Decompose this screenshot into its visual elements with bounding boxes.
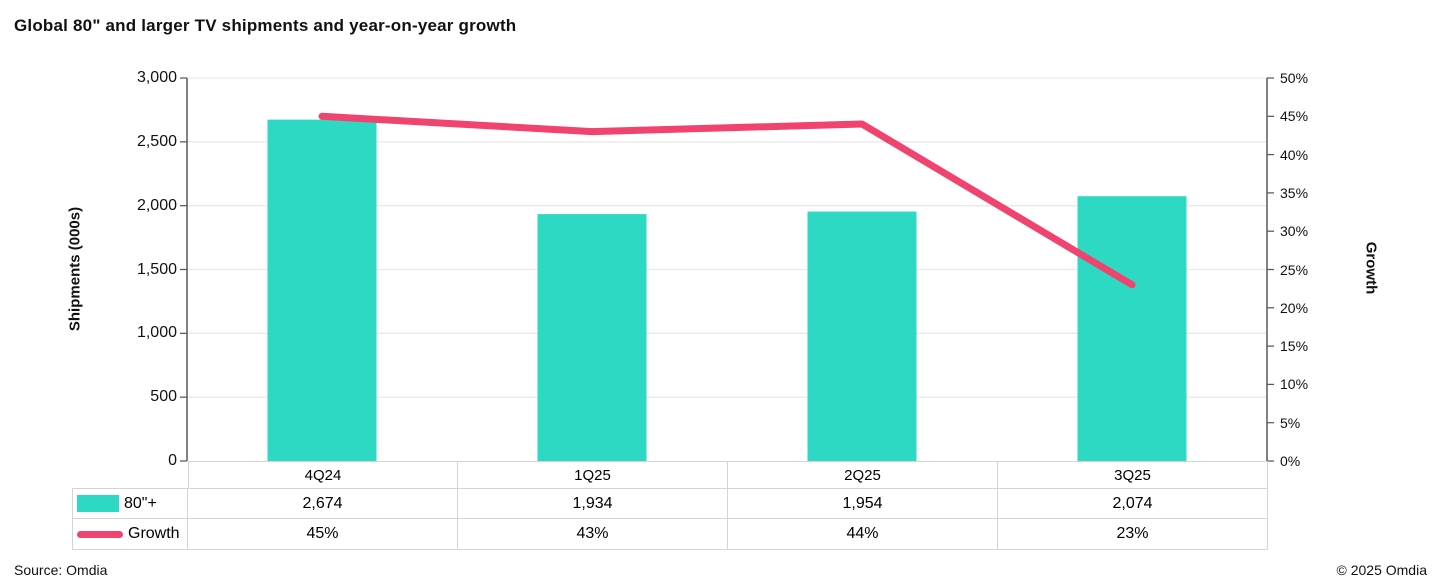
right-axis-tick-label: 30% — [1280, 223, 1309, 240]
legend-label: 80"+ — [124, 494, 157, 512]
chart-title: Global 80" and larger TV shipments and y… — [14, 16, 517, 35]
table-value-cell: 43% — [458, 519, 728, 550]
right-axis-tick-label: 15% — [1280, 338, 1309, 355]
table-header-cell: 2Q25 — [728, 461, 998, 489]
table-value-cell: 45% — [188, 519, 458, 550]
bar-legend-swatch-icon — [77, 495, 119, 512]
left-axis-tick-label: 1,000 — [136, 324, 177, 342]
legend-cell: 80"+ — [72, 489, 188, 519]
table-header-cell: 4Q24 — [188, 461, 458, 489]
table-value-cell: 2,074 — [998, 489, 1268, 519]
right-axis-tick-label: 45% — [1280, 108, 1309, 125]
left-axis-tick-label: 2,000 — [136, 196, 177, 214]
table-header-cell: 3Q25 — [998, 461, 1268, 489]
right-axis-tick-label: 40% — [1280, 146, 1309, 163]
right-axis-tick-label: 5% — [1280, 414, 1301, 431]
right-axis-tick-label: 50% — [1280, 70, 1309, 86]
table-value-cell: 1,934 — [458, 489, 728, 519]
growth-line — [318, 112, 1136, 289]
right-axis-tick-label: 0% — [1280, 453, 1301, 469]
shipments-bar — [267, 119, 377, 462]
shipments-bar — [807, 211, 917, 461]
line-legend-swatch-icon — [77, 530, 123, 538]
legend-cell: Growth — [72, 519, 188, 550]
left-axis-tick-label: 0 — [168, 452, 177, 469]
right-axis-tick-label: 35% — [1280, 184, 1309, 201]
right-axis-tick-label: 10% — [1280, 376, 1309, 393]
right-axis-tick-label: 20% — [1280, 299, 1309, 316]
table-corner-cell — [72, 461, 188, 489]
table-value-cell: 2,674 — [188, 489, 458, 519]
table-value-cell: 1,954 — [728, 489, 998, 519]
source-note: Source: Omdia — [14, 562, 108, 578]
table-header-cell: 1Q25 — [458, 461, 728, 489]
shipments-bar — [1077, 196, 1187, 461]
left-axis-tick-label: 500 — [150, 388, 177, 406]
legend-label: Growth — [128, 525, 180, 542]
shipments-bar — [537, 214, 647, 461]
left-axis-tick-label: 1,500 — [136, 260, 177, 278]
copyright-note: © 2025 Omdia — [1336, 562, 1427, 578]
right-axis-tick-label: 25% — [1280, 261, 1309, 278]
table-value-cell: 23% — [998, 519, 1268, 550]
left-axis-tick-label: 2,500 — [136, 132, 177, 150]
data-table: 4Q24 1Q25 2Q25 3Q25 80"+ 2,674 1,934 1,954 2,074… — [72, 461, 1268, 550]
table-value-cell: 44% — [728, 519, 998, 550]
left-axis-tick-label: 3,000 — [136, 69, 177, 86]
